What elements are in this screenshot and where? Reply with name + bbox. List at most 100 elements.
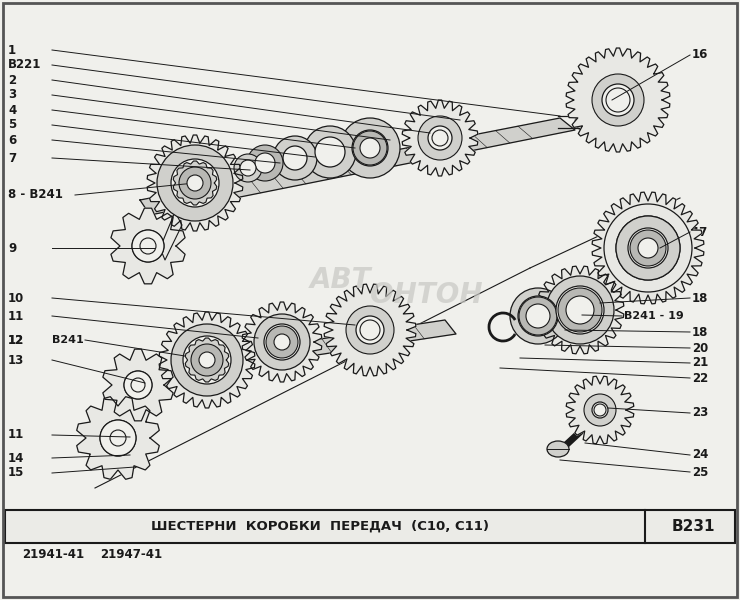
Circle shape: [616, 216, 680, 280]
Circle shape: [100, 420, 136, 456]
Ellipse shape: [575, 112, 605, 132]
Circle shape: [432, 130, 448, 146]
Text: 12: 12: [8, 334, 24, 346]
Text: 15: 15: [8, 467, 24, 479]
Text: 6: 6: [8, 133, 16, 146]
Text: 22: 22: [692, 371, 708, 385]
Polygon shape: [536, 266, 624, 354]
Polygon shape: [242, 302, 322, 382]
Circle shape: [519, 297, 557, 335]
Circle shape: [240, 160, 256, 176]
Circle shape: [140, 238, 156, 254]
Polygon shape: [159, 312, 255, 408]
Circle shape: [592, 74, 644, 126]
Text: 18: 18: [692, 292, 708, 304]
Circle shape: [566, 296, 594, 324]
Circle shape: [526, 304, 550, 328]
Circle shape: [628, 228, 668, 268]
Circle shape: [616, 216, 680, 280]
Circle shape: [353, 131, 387, 165]
Polygon shape: [77, 397, 159, 479]
Circle shape: [352, 130, 388, 166]
Bar: [5, 510, 735, 543]
Circle shape: [255, 153, 275, 173]
Text: 10: 10: [8, 292, 24, 304]
Circle shape: [199, 352, 215, 368]
Circle shape: [428, 126, 452, 150]
Polygon shape: [566, 48, 670, 152]
Text: 21941-41: 21941-41: [22, 548, 84, 562]
Circle shape: [418, 116, 462, 160]
Circle shape: [132, 230, 164, 262]
Text: 12: 12: [8, 334, 24, 346]
Text: 24: 24: [692, 449, 708, 461]
Text: В221: В221: [8, 58, 41, 71]
Polygon shape: [566, 376, 633, 444]
Circle shape: [266, 326, 298, 358]
Circle shape: [273, 136, 317, 180]
Text: АВТ: АВТ: [310, 266, 371, 294]
Circle shape: [124, 371, 152, 399]
Circle shape: [132, 230, 164, 262]
Circle shape: [254, 314, 310, 370]
Text: 7: 7: [8, 151, 16, 164]
Circle shape: [638, 238, 658, 258]
Polygon shape: [173, 161, 217, 205]
Text: 9: 9: [8, 241, 16, 254]
Text: 2: 2: [8, 73, 16, 86]
Text: 3: 3: [8, 88, 16, 101]
Text: 25: 25: [692, 466, 708, 479]
Text: 18: 18: [692, 325, 708, 338]
Polygon shape: [324, 284, 416, 376]
Circle shape: [304, 126, 356, 178]
Polygon shape: [103, 349, 173, 421]
Text: 1: 1: [8, 43, 16, 56]
Circle shape: [283, 146, 307, 170]
Circle shape: [183, 336, 231, 384]
Text: 11: 11: [8, 310, 24, 323]
Circle shape: [340, 118, 400, 178]
Polygon shape: [185, 338, 229, 382]
Text: В231: В231: [671, 519, 715, 534]
Circle shape: [124, 371, 152, 399]
Circle shape: [346, 306, 394, 354]
Text: 11: 11: [8, 428, 24, 442]
Ellipse shape: [547, 441, 569, 457]
Polygon shape: [111, 208, 185, 284]
Circle shape: [360, 138, 380, 158]
Text: В241 - 19: В241 - 19: [624, 311, 684, 321]
Circle shape: [604, 204, 692, 292]
Circle shape: [171, 159, 219, 207]
Circle shape: [602, 84, 634, 116]
Circle shape: [315, 137, 345, 167]
Text: ШЕСТЕРНИ  КОРОБКИ  ПЕРЕДАЧ  (С10, С11): ШЕСТЕРНИ КОРОБКИ ПЕРЕДАЧ (С10, С11): [151, 520, 489, 533]
Circle shape: [247, 145, 283, 181]
Circle shape: [356, 316, 384, 344]
Text: 8 - В241: 8 - В241: [8, 188, 63, 202]
Circle shape: [584, 394, 616, 426]
Circle shape: [546, 276, 614, 344]
Text: 5: 5: [8, 118, 16, 131]
Text: 16: 16: [692, 49, 708, 61]
Text: 17: 17: [692, 226, 708, 238]
Circle shape: [360, 320, 380, 340]
Circle shape: [264, 324, 300, 360]
Circle shape: [179, 167, 211, 199]
Polygon shape: [147, 135, 243, 231]
Polygon shape: [592, 192, 704, 304]
Text: В241: В241: [52, 335, 84, 345]
Circle shape: [191, 344, 223, 376]
Circle shape: [510, 288, 566, 344]
Circle shape: [558, 288, 602, 332]
Text: 4: 4: [8, 103, 16, 116]
Polygon shape: [160, 212, 182, 260]
Text: 13: 13: [8, 353, 24, 367]
Circle shape: [556, 286, 604, 334]
Circle shape: [110, 430, 126, 446]
Text: 21947-41: 21947-41: [100, 548, 162, 562]
Polygon shape: [130, 320, 456, 382]
Circle shape: [157, 145, 233, 221]
Circle shape: [592, 402, 608, 418]
Circle shape: [171, 324, 243, 396]
Text: 21: 21: [692, 356, 708, 370]
